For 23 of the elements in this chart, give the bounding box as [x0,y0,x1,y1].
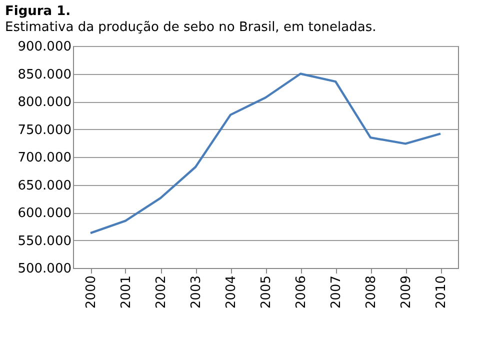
y-tick-label: 500.000 [18,262,72,276]
y-tick-label: 850.000 [18,67,72,82]
chart-subtitle: Estimativa da produção de sebo no Brasil, em toneladas. [5,20,376,35]
y-tick-label: 750.000 [18,122,72,138]
x-tick-label: 2005 [259,276,274,309]
x-tick-label: 2010 [434,276,449,309]
chart-title: Figura 1. [5,4,71,19]
y-tick-label: 550.000 [18,234,72,249]
x-tick-label: 2002 [154,276,169,309]
y-tick-label: 650.000 [18,178,72,194]
x-tick-label: 2000 [84,276,99,309]
line-series [89,72,442,234]
x-tick-label: 2009 [399,276,414,309]
y-tick-label: 900.000 [18,40,72,54]
y-tick-label: 800.000 [18,95,72,110]
y-tick-label: 700.000 [18,150,72,166]
x-tick-label: 2007 [329,276,344,309]
x-tick-label: 2006 [294,276,309,309]
x-tick-label: 2004 [224,276,239,309]
x-tick-label: 2008 [364,276,379,309]
x-tick-label: 2001 [119,276,134,309]
x-tick-label: 2003 [189,276,204,309]
y-tick-label: 600.000 [18,206,72,221]
